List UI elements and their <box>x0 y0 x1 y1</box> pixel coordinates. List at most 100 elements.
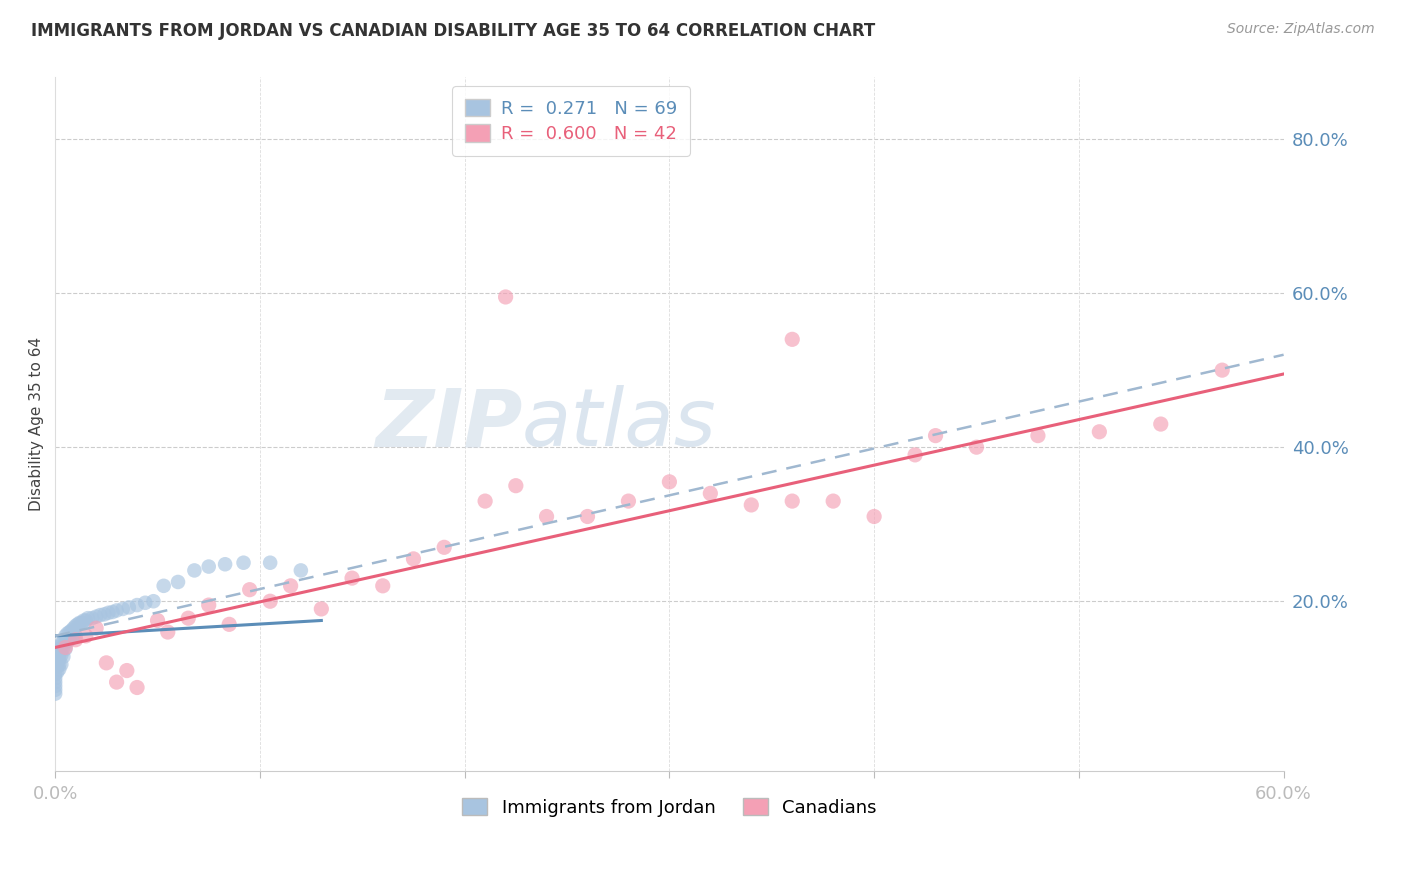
Point <box>152 579 174 593</box>
Text: ZIP: ZIP <box>374 385 522 463</box>
Point <box>44 656 66 670</box>
Point <box>55 642 77 657</box>
Point <box>780 494 803 508</box>
Point <box>125 598 148 612</box>
Point <box>48 657 70 672</box>
Point <box>863 509 886 524</box>
Point <box>474 494 496 508</box>
Point <box>167 574 190 589</box>
Point <box>44 682 66 697</box>
Point <box>44 667 66 681</box>
Point <box>1026 428 1049 442</box>
Point <box>80 611 103 625</box>
Point <box>52 634 75 648</box>
Point <box>55 634 77 648</box>
Point <box>46 640 69 655</box>
Point <box>44 652 66 666</box>
Point <box>51 657 73 672</box>
Point <box>46 659 69 673</box>
Text: IMMIGRANTS FROM JORDAN VS CANADIAN DISABILITY AGE 35 TO 64 CORRELATION CHART: IMMIGRANTS FROM JORDAN VS CANADIAN DISAB… <box>31 22 875 40</box>
Point <box>70 615 93 630</box>
Point <box>44 644 66 658</box>
Point <box>97 606 120 620</box>
Point <box>75 614 97 628</box>
Point <box>55 640 77 655</box>
Point <box>44 687 66 701</box>
Legend: Immigrants from Jordan, Canadians: Immigrants from Jordan, Canadians <box>454 791 884 824</box>
Point <box>48 648 70 662</box>
Point <box>904 448 927 462</box>
Point <box>51 648 73 662</box>
Point <box>46 644 69 658</box>
Point <box>44 675 66 690</box>
Point <box>134 596 156 610</box>
Text: atlas: atlas <box>522 385 717 463</box>
Point <box>125 681 148 695</box>
Point <box>65 629 87 643</box>
Point <box>62 629 84 643</box>
Point <box>146 614 169 628</box>
Point <box>84 609 107 624</box>
Point <box>311 602 333 616</box>
Point <box>105 603 128 617</box>
Point <box>823 494 845 508</box>
Point <box>96 656 118 670</box>
Point <box>371 579 394 593</box>
Point <box>52 649 75 664</box>
Point <box>46 652 69 666</box>
Point <box>740 498 762 512</box>
Point <box>89 608 111 623</box>
Point <box>1211 363 1233 377</box>
Point <box>183 563 205 577</box>
Point <box>142 594 165 608</box>
Point <box>617 494 640 508</box>
Point <box>259 594 281 608</box>
Point <box>52 640 75 655</box>
Point <box>60 624 83 638</box>
Point <box>1088 425 1111 439</box>
Point <box>433 541 456 555</box>
Point <box>77 611 100 625</box>
Point <box>536 509 558 524</box>
Point <box>259 556 281 570</box>
Point <box>56 626 79 640</box>
Point <box>101 605 124 619</box>
Point <box>44 648 66 662</box>
Point <box>60 631 83 645</box>
Text: Source: ZipAtlas.com: Source: ZipAtlas.com <box>1227 22 1375 37</box>
Point <box>75 629 97 643</box>
Point <box>214 558 236 572</box>
Point <box>58 625 80 640</box>
Point <box>69 615 91 630</box>
Point <box>239 582 262 597</box>
Point <box>118 600 141 615</box>
Point <box>218 617 240 632</box>
Point <box>699 486 721 500</box>
Point <box>780 332 803 346</box>
Point <box>232 556 254 570</box>
Point <box>290 563 312 577</box>
Point <box>402 552 425 566</box>
Point <box>966 440 988 454</box>
Point <box>658 475 681 489</box>
Point <box>66 617 89 632</box>
Point <box>340 571 363 585</box>
Y-axis label: Disability Age 35 to 64: Disability Age 35 to 64 <box>30 337 44 511</box>
Point <box>84 621 107 635</box>
Point <box>55 629 77 643</box>
Point <box>197 598 219 612</box>
Point <box>46 656 69 670</box>
Point <box>197 559 219 574</box>
Point <box>48 662 70 676</box>
Point <box>51 642 73 657</box>
Point <box>505 478 527 492</box>
Point <box>73 614 96 628</box>
Point <box>156 625 179 640</box>
Point <box>51 637 73 651</box>
Point <box>58 632 80 647</box>
Point <box>65 619 87 633</box>
Point <box>44 648 66 662</box>
Point <box>111 602 134 616</box>
Point <box>115 664 138 678</box>
Point <box>48 642 70 657</box>
